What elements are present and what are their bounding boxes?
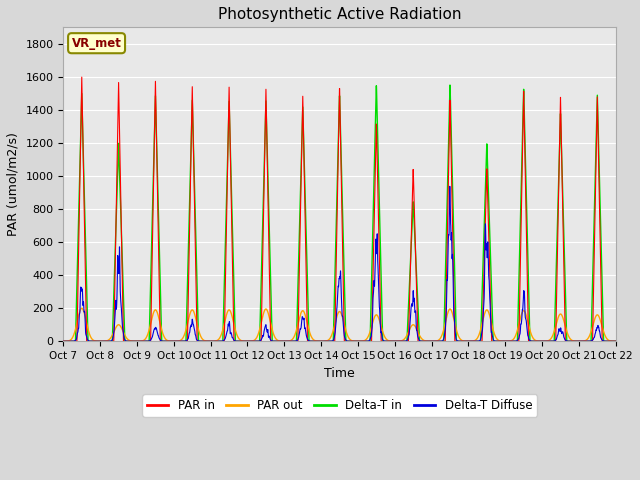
- PAR in: [463, 338, 471, 344]
- PAR in: [60, 338, 67, 344]
- Delta-T in: [611, 338, 619, 344]
- Delta-T in: [612, 338, 620, 344]
- Delta-T in: [159, 338, 166, 344]
- Line: Delta-T Diffuse: Delta-T Diffuse: [63, 186, 616, 341]
- Y-axis label: PAR (umol/m2/s): PAR (umol/m2/s): [7, 132, 20, 236]
- PAR out: [433, 338, 441, 344]
- Delta-T Diffuse: [159, 338, 166, 344]
- Line: PAR in: PAR in: [63, 77, 616, 341]
- PAR in: [319, 338, 327, 344]
- Delta-T in: [495, 338, 502, 344]
- PAR out: [611, 338, 619, 344]
- PAR in: [612, 338, 620, 344]
- PAR in: [78, 74, 86, 80]
- Title: Photosynthetic Active Radiation: Photosynthetic Active Radiation: [218, 7, 461, 22]
- PAR out: [60, 338, 67, 344]
- Delta-T Diffuse: [495, 338, 502, 344]
- PAR out: [495, 337, 502, 343]
- PAR out: [159, 330, 166, 336]
- Delta-T in: [60, 338, 67, 344]
- Delta-T Diffuse: [60, 338, 67, 344]
- Delta-T Diffuse: [611, 338, 619, 344]
- Line: Delta-T in: Delta-T in: [63, 85, 616, 341]
- Delta-T Diffuse: [612, 338, 620, 344]
- PAR out: [78, 305, 86, 311]
- Delta-T Diffuse: [433, 338, 440, 344]
- Delta-T Diffuse: [463, 338, 471, 344]
- PAR in: [611, 338, 619, 344]
- PAR out: [319, 338, 327, 344]
- PAR out: [612, 338, 620, 344]
- Delta-T Diffuse: [319, 338, 326, 344]
- PAR in: [159, 338, 166, 344]
- Delta-T in: [433, 338, 440, 344]
- Legend: PAR in, PAR out, Delta-T in, Delta-T Diffuse: PAR in, PAR out, Delta-T in, Delta-T Dif…: [142, 394, 537, 417]
- PAR in: [495, 338, 502, 344]
- X-axis label: Time: Time: [324, 367, 355, 380]
- Delta-T in: [319, 338, 326, 344]
- PAR in: [433, 338, 441, 344]
- Delta-T Diffuse: [446, 183, 454, 189]
- Delta-T in: [446, 82, 454, 88]
- Text: VR_met: VR_met: [72, 36, 122, 50]
- PAR out: [463, 338, 471, 344]
- Delta-T in: [463, 338, 471, 344]
- Line: PAR out: PAR out: [63, 308, 616, 341]
